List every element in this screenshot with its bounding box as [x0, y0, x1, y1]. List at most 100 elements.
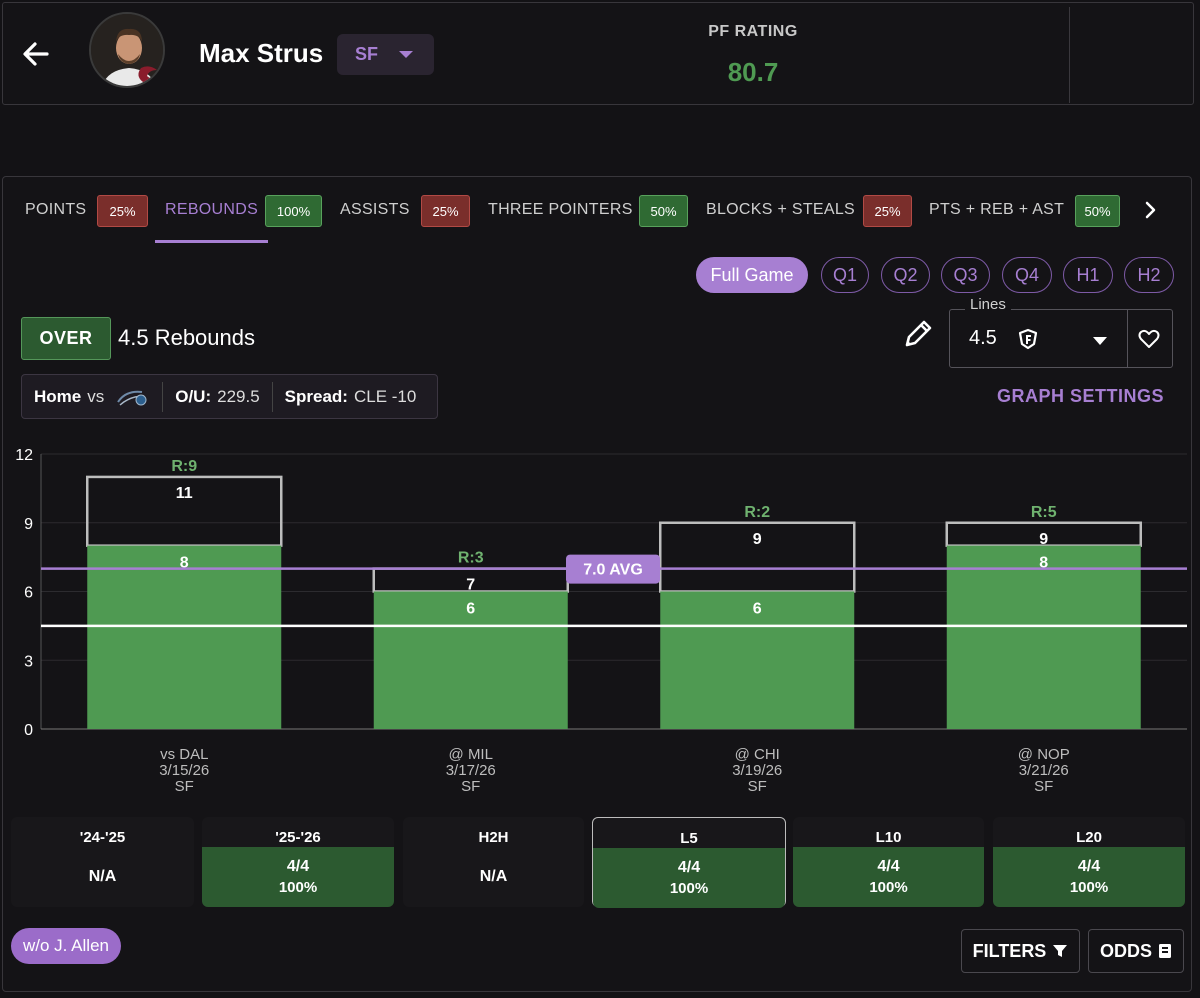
tab-pts-reb-ast[interactable]: PTS + REB + AST [929, 177, 1064, 243]
period-q3[interactable]: Q3 [941, 257, 990, 293]
tab-rebounds[interactable]: REBOUNDS [154, 177, 269, 243]
tab-blocks-steals[interactable]: BLOCKS + STEALS [706, 177, 855, 243]
split-value: 4/4 [286, 858, 310, 875]
period-h2[interactable]: H2 [1124, 257, 1174, 293]
magic-logo-icon [117, 390, 147, 406]
split-value: 4/4 [877, 858, 900, 875]
split-25-26[interactable]: '25-'26 4/4 100% [202, 817, 394, 907]
x-tick-opponent: @ NOP [1018, 746, 1070, 763]
bar [660, 591, 855, 729]
position-dropdown[interactable]: SF [337, 34, 434, 75]
graph-settings-button[interactable]: GRAPH SETTINGS [997, 386, 1165, 406]
game-context-bar: Home vs O/U: 229.5 Spread: CLE -10 [21, 374, 438, 419]
split-label: H2H [478, 829, 509, 846]
tab-label: THREE POINTERS [488, 201, 633, 218]
x-tick-position: SF [1034, 778, 1053, 795]
y-tick-label: 6 [24, 585, 33, 602]
over-under-toggle[interactable]: OVER [21, 317, 111, 360]
split-l5[interactable]: L5 4/4 100% [592, 817, 786, 908]
bar-value-label: 6 [466, 601, 475, 618]
y-tick-label: 9 [24, 516, 33, 533]
tab-hit-badge: 50% [1075, 195, 1120, 227]
split-label: L20 [1076, 829, 1102, 846]
sportsbook-shield-icon [1018, 328, 1038, 350]
outline-value-label: 7 [466, 577, 475, 594]
tab-assists[interactable]: ASSISTS [340, 177, 410, 243]
x-tick-date: 3/21/26 [1019, 762, 1069, 779]
bar [373, 591, 568, 729]
bar-top-label: R:2 [744, 504, 770, 521]
pencil-icon[interactable] [901, 317, 935, 351]
chevron-down-icon[interactable] [1093, 337, 1107, 345]
bar-top-label: R:3 [458, 550, 484, 567]
home-opponent: Home vs [22, 375, 162, 418]
period-q1[interactable]: Q1 [821, 257, 869, 293]
filters-label: FILTERS [972, 940, 1047, 961]
header-divider [1069, 7, 1070, 103]
lines-select[interactable] [949, 309, 1173, 368]
tab-hit-badge: 50% [639, 195, 688, 227]
tab-three-pointers[interactable]: THREE POINTERS [488, 177, 633, 243]
ou-label: O/U: [175, 386, 212, 406]
chevron-right-icon[interactable] [1137, 197, 1163, 223]
split-l10[interactable]: L10 4/4 100% [793, 817, 984, 907]
divider [271, 381, 273, 412]
home-label: Home [34, 386, 82, 406]
tab-hit-badge: 100% [265, 195, 322, 227]
stat-tabs: POINTS 25% REBOUNDS 100% ASSISTS 25% THR… [3, 177, 1191, 243]
divider [162, 381, 164, 412]
tab-label: REBOUNDS [165, 201, 259, 218]
ou-value: 229.5 [217, 386, 260, 406]
bar-top-label: R:5 [1031, 504, 1057, 521]
split-pct: 100% [1069, 879, 1109, 896]
tab-label: ASSISTS [340, 201, 410, 218]
prop-panel: POINTS 25% REBOUNDS 100% ASSISTS 25% THR… [2, 176, 1192, 992]
outline-value-label: 11 [176, 485, 193, 502]
tab-points[interactable]: POINTS [25, 177, 86, 243]
split-24-25[interactable]: '24-'25 N/A [11, 817, 194, 907]
period-h1[interactable]: H1 [1063, 257, 1113, 293]
bar-top-label: R:9 [171, 458, 197, 475]
over-under-info: O/U: 229.5 [163, 375, 271, 418]
period-q4[interactable]: Q4 [1002, 257, 1052, 293]
x-tick-opponent: @ CHI [735, 746, 780, 763]
split-label: L5 [680, 830, 698, 847]
split-l20[interactable]: L20 4/4 100% [993, 817, 1185, 907]
y-tick-label: 0 [24, 722, 33, 739]
position-value: SF [355, 44, 379, 64]
y-tick-label: 12 [15, 447, 33, 464]
split-result: N/A [403, 847, 584, 907]
funnel-icon [1053, 945, 1068, 957]
x-tick-date: 3/19/26 [732, 762, 782, 779]
player-avatar [89, 12, 165, 88]
split-h2h[interactable]: H2H N/A [403, 817, 584, 907]
split-value: N/A [479, 868, 508, 885]
split-value: 4/4 [677, 859, 701, 876]
y-tick-label: 3 [24, 653, 33, 670]
split-result: N/A [11, 847, 194, 907]
x-tick-opponent: vs DAL [160, 746, 208, 763]
lines-divider [1127, 309, 1128, 368]
player-headshot-icon [91, 14, 163, 86]
period-q2[interactable]: Q2 [881, 257, 930, 293]
tab-label: POINTS [25, 201, 87, 218]
period-full-game[interactable]: Full Game [696, 257, 808, 293]
outline-value-label: 9 [753, 531, 762, 548]
split-pct: 100% [278, 879, 318, 896]
rating-label: PF RATING [708, 23, 798, 40]
split-result: 4/4 100% [793, 847, 984, 907]
teammate-filter-chip[interactable]: w/o J. Allen [11, 928, 121, 964]
rating-value: 80.7 [727, 57, 779, 87]
bar-value-label: 8 [180, 555, 189, 572]
tab-hit-badge: 25% [863, 195, 912, 227]
x-tick-opponent: @ MIL [449, 746, 493, 763]
back-arrow-icon[interactable] [19, 37, 53, 71]
lines-value: 4.5 [969, 327, 997, 349]
prop-line-text: 4.5 Rebounds [118, 325, 255, 350]
odds-button[interactable]: ODDS [1088, 929, 1184, 973]
tab-hit-badge: 25% [421, 195, 470, 227]
heart-icon[interactable] [1137, 327, 1161, 351]
tab-hit-badge: 25% [97, 195, 148, 227]
filters-button[interactable]: FILTERS [961, 929, 1080, 973]
